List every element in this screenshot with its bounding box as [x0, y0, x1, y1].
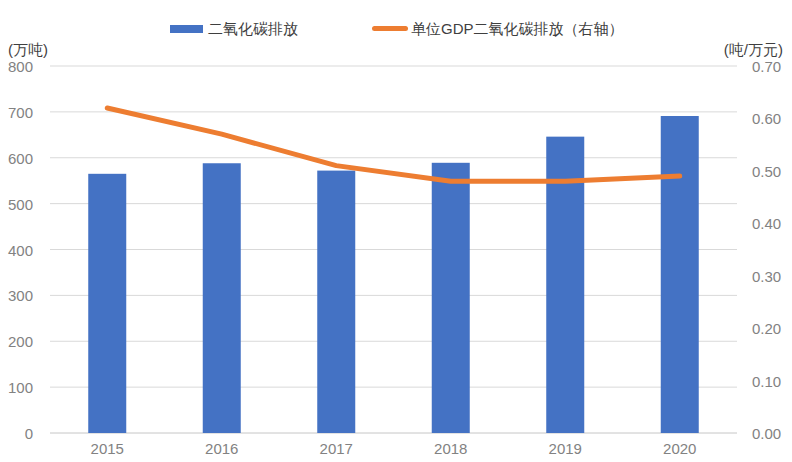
left-axis-tick-label: 300: [0, 288, 33, 303]
right-axis-tick-label: 0.60: [752, 111, 781, 126]
right-axis-tick-label: 0.30: [752, 268, 781, 283]
left-axis-tick-label: 100: [0, 380, 33, 395]
co2-emissions-combo-chart: 二氧化碳排放 单位GDP二氧化碳排放（右轴） (万吨) (吨/万元) 01002…: [0, 0, 792, 462]
right-axis-tick-label: 0.20: [752, 321, 781, 336]
left-axis-tick-label: 700: [0, 104, 33, 119]
right-axis-tick-label: 0.50: [752, 163, 781, 178]
x-axis-label-2018: 2018: [434, 440, 467, 457]
line-series-path: [107, 108, 680, 181]
bar-2018: [432, 163, 470, 433]
bar-2015: [88, 174, 126, 433]
left-axis-tick-label: 500: [0, 196, 33, 211]
x-axis-label-2016: 2016: [205, 440, 238, 457]
bar-2020: [661, 116, 699, 433]
bar-2016: [203, 163, 241, 433]
right-axis-tick-label: 0.10: [752, 373, 781, 388]
right-axis-tick-label: 0.40: [752, 216, 781, 231]
x-axis-label-2020: 2020: [663, 440, 696, 457]
x-axis-label-2019: 2019: [549, 440, 582, 457]
x-axis-label-2017: 2017: [320, 440, 353, 457]
plot-area: [0, 0, 792, 462]
right-axis-tick-label: 0.00: [752, 426, 781, 441]
right-axis-tick-label: 0.70: [752, 59, 781, 74]
bar-2017: [317, 171, 355, 433]
left-axis-tick-label: 400: [0, 242, 33, 257]
left-axis-tick-label: 200: [0, 334, 33, 349]
left-axis-tick-label: 0: [0, 426, 33, 441]
left-axis-tick-label: 800: [0, 59, 33, 74]
left-axis-tick-label: 600: [0, 150, 33, 165]
x-axis-label-2015: 2015: [91, 440, 124, 457]
